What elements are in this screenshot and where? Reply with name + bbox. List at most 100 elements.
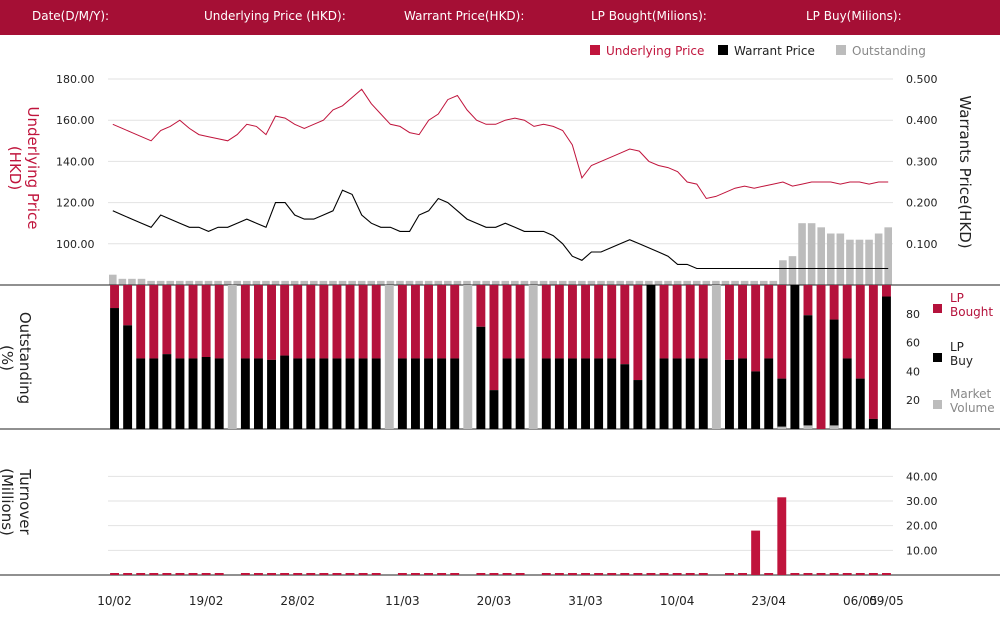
turnover-bar [868, 573, 878, 575]
lp-bought-bar [633, 285, 643, 381]
lp-buy-bar [620, 364, 630, 429]
lp-bought-bar [751, 285, 761, 372]
lp-bought-bar [803, 285, 813, 316]
lp-bought-bar [594, 285, 604, 359]
lp-buy-bar [829, 319, 839, 429]
lp-buy-bar [110, 308, 119, 429]
turnover-bar [554, 573, 564, 575]
outstanding-bar [625, 280, 634, 285]
market-volume-bar [528, 285, 538, 429]
outstanding-bar [223, 280, 232, 285]
underlying-price-label: Underlying Price (HKD): [204, 9, 346, 23]
lp-buy-bar [672, 358, 682, 429]
turnover-bar [371, 573, 381, 575]
lp-bought-bar [123, 285, 133, 326]
bottom-axis-tick-label: 30.00 [906, 495, 938, 508]
legend-label: LP Buy [950, 340, 973, 368]
outstanding-bar [549, 280, 557, 285]
legend-label: Underlying Price [606, 44, 704, 58]
outstanding-bar [759, 280, 768, 285]
outstanding-bar [243, 280, 251, 285]
outstanding-bar [539, 280, 548, 285]
turnover-bar [882, 573, 891, 575]
outstanding-bar [731, 280, 739, 285]
outstanding-bar [702, 280, 711, 285]
lp-buy-bar [882, 296, 891, 429]
date-label: Date(D/M/Y): [32, 9, 110, 23]
market-volume-bar [384, 285, 394, 429]
outstanding-bar [855, 239, 864, 285]
turnover-bar [162, 573, 172, 575]
outstanding-bar [798, 223, 806, 285]
outstanding-bar [530, 280, 538, 285]
turnover-bar [751, 530, 761, 575]
turnover-bar [594, 573, 604, 575]
outstanding-bar [281, 280, 289, 285]
turnover-bar [450, 573, 460, 575]
lp-bought-bar [868, 285, 878, 419]
lp-buy-bar [541, 358, 551, 429]
legend-label: Warrant Price [734, 44, 815, 58]
outstanding-bar [692, 280, 701, 285]
legend-swatch [718, 45, 728, 55]
turnover-bar [855, 573, 865, 575]
lp-bought-bar [725, 285, 734, 360]
lp-bought-bar [685, 285, 695, 359]
lp-buy-bar [358, 358, 368, 429]
outstanding-bar [233, 280, 242, 285]
lp-buy-bar [855, 378, 865, 429]
turnover-bar [633, 573, 643, 575]
lp-buy-bar [319, 358, 329, 429]
lp-buy-bar [751, 371, 761, 429]
underlying-axis-title: Underlying Price(HKD) [6, 106, 42, 229]
outstanding-bar [750, 280, 758, 285]
lp-bought-bar [411, 285, 420, 359]
lp-buy-bar [554, 358, 564, 429]
outstanding-bar [558, 280, 567, 285]
outstanding-bar [109, 274, 117, 285]
lp-bought-bar [149, 285, 159, 359]
turnover-bar [620, 573, 630, 575]
turnover-bar [476, 573, 486, 575]
middle-axis-tick-label: 20 [906, 394, 920, 407]
x-axis-tick-label: 10/02 [97, 594, 132, 608]
lp-buy-bar [332, 358, 342, 429]
lp-bought-bar [659, 285, 669, 359]
outstanding-bar [348, 280, 356, 285]
lp-buy-bar [515, 358, 525, 429]
outstanding-bar [501, 280, 510, 285]
middle-axis-tick-label: 40 [906, 365, 920, 378]
legend-swatch [933, 400, 942, 409]
warrant-price-label: Warrant Price(HKD): [404, 9, 525, 23]
turnover-bar [149, 573, 159, 575]
x-axis-tick-label: 11/03 [385, 594, 420, 608]
lp-bought-bar [855, 285, 865, 379]
outstanding-bar [290, 280, 299, 285]
outstanding-bar [779, 260, 787, 285]
turnover-bar [424, 573, 433, 575]
lp-buy-bar [280, 355, 290, 429]
left-axis-tick-label: 100.00 [56, 238, 95, 251]
turnover-bar [332, 573, 342, 575]
x-axis-tick-label: 06/05 [843, 594, 878, 608]
turnover-bar [685, 573, 695, 575]
outstanding-bar [520, 280, 529, 285]
legend-label: Outstanding [852, 44, 926, 58]
right-axis-tick-label: 0.200 [906, 197, 938, 210]
outstanding-bar [166, 280, 175, 285]
outstanding-bar [587, 280, 596, 285]
outstanding-bar [271, 280, 280, 285]
outstanding-bar [338, 280, 347, 285]
outstanding-bar [434, 280, 443, 285]
outstanding-bar [444, 280, 452, 285]
outstanding-bar [846, 239, 854, 285]
outstanding-bar [606, 280, 615, 285]
lp-buy-bar [568, 358, 577, 429]
turnover-bar [280, 573, 290, 575]
outstanding-bar [874, 233, 883, 285]
turnover-bar [123, 573, 133, 575]
outstanding-bar [329, 280, 337, 285]
lp-buy-bar [293, 358, 303, 429]
outstanding-bar [415, 280, 423, 285]
outstanding-bar [673, 280, 682, 285]
